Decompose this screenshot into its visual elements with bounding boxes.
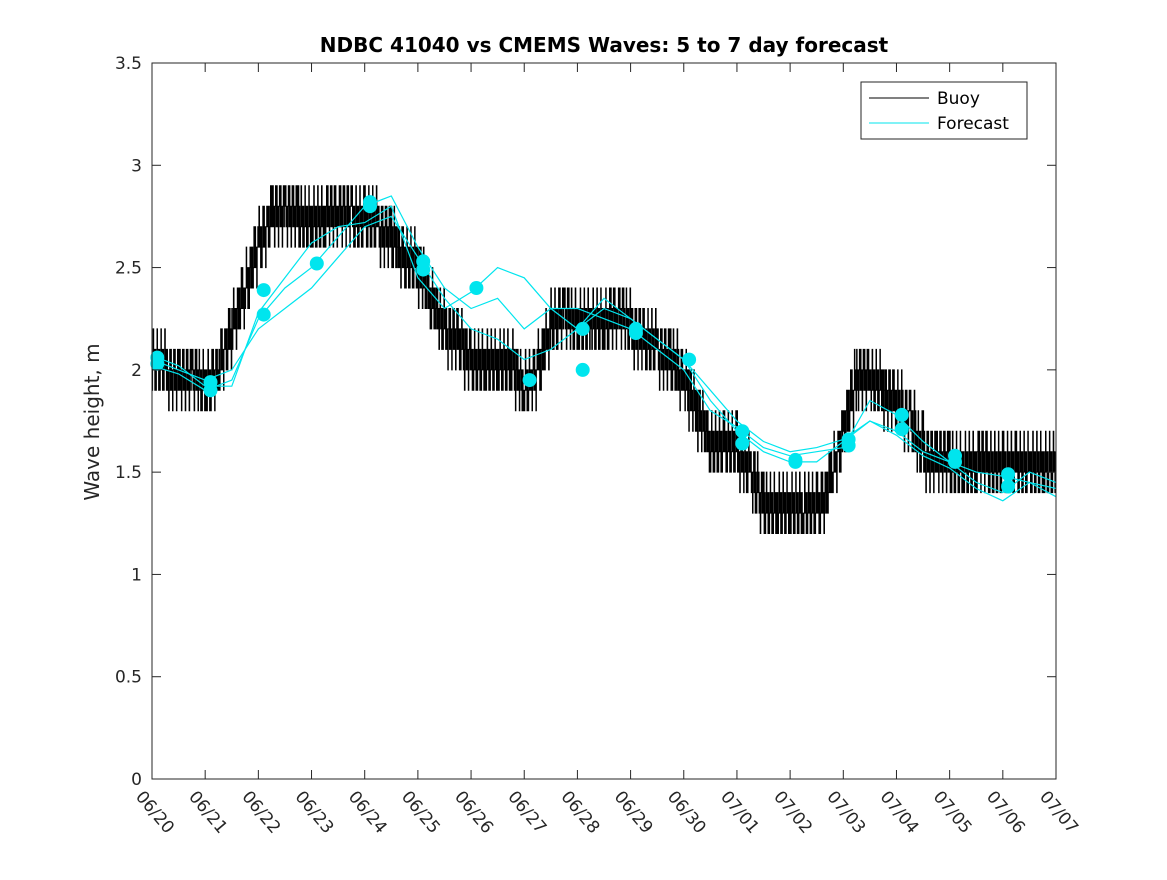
legend: Buoy Forecast xyxy=(860,81,1028,140)
legend-forecast-label: Forecast xyxy=(937,114,1009,134)
x-tick-label: 06/24 xyxy=(344,787,391,837)
x-tick-label: 06/25 xyxy=(397,787,444,837)
x-tick-label: 07/03 xyxy=(822,787,869,837)
legend-buoy-label: Buoy xyxy=(937,89,980,109)
y-tick-label: 2.5 xyxy=(115,259,142,279)
x-tick-label: 06/20 xyxy=(131,787,178,837)
legend-box xyxy=(860,81,1028,140)
forecast-marker xyxy=(1001,467,1016,482)
forecast-marker xyxy=(841,438,856,453)
buoy-line xyxy=(152,185,1056,534)
axes-box xyxy=(151,62,1057,780)
forecast-marker xyxy=(682,352,697,367)
x-tick-label: 07/04 xyxy=(876,787,923,837)
x-tick-label: 07/05 xyxy=(929,787,976,837)
y-tick-label: 1 xyxy=(131,565,142,585)
forecast-marker xyxy=(309,256,324,271)
y-tick-label: 3.5 xyxy=(115,54,142,74)
forecast-line-1 xyxy=(151,215,1057,490)
y-axis-label: Wave height, m xyxy=(80,343,104,500)
y-tick-label: 3 xyxy=(131,156,142,176)
x-tick-label: 06/29 xyxy=(610,787,657,837)
y-tick-label: 0.5 xyxy=(115,668,142,688)
forecast-marker xyxy=(735,424,750,439)
forecast-marker xyxy=(575,362,590,377)
forecast-marker xyxy=(150,356,165,371)
forecast-marker xyxy=(894,422,909,437)
forecast-marker xyxy=(203,383,218,398)
forecast-marker xyxy=(522,373,537,388)
x-tick-label: 06/27 xyxy=(503,787,550,837)
y-tick-label: 2 xyxy=(131,361,142,381)
chart-title: NDBC 41040 vs CMEMS Waves: 5 to 7 day fo… xyxy=(320,33,889,57)
x-tick-label: 06/22 xyxy=(238,787,285,837)
forecast-marker xyxy=(948,454,962,469)
x-tick-label: 06/26 xyxy=(450,787,497,837)
forecast-marker xyxy=(1001,479,1016,494)
forecast-marker xyxy=(628,326,643,340)
series-layer xyxy=(150,185,1057,534)
x-tick-label: 06/21 xyxy=(184,787,231,837)
forecast-marker xyxy=(894,407,909,422)
x-tick-label: 07/06 xyxy=(982,787,1029,837)
forecast-marker xyxy=(469,281,484,295)
forecast-line-3 xyxy=(151,205,1057,502)
y-tick-label: 0 xyxy=(131,770,142,790)
x-tick-label: 06/23 xyxy=(291,787,338,837)
x-tick-label: 07/07 xyxy=(1035,787,1082,837)
forecast-marker xyxy=(735,436,750,451)
x-tick-label: 07/02 xyxy=(769,787,816,837)
x-tick-label: 07/01 xyxy=(716,787,763,837)
forecast-marker xyxy=(788,454,803,469)
y-tick-label: 1.5 xyxy=(115,463,142,483)
forecast-marker xyxy=(575,321,590,336)
forecast-marker xyxy=(363,199,377,214)
x-tick-label: 06/28 xyxy=(557,787,604,837)
forecast-marker xyxy=(416,262,431,277)
forecast-marker xyxy=(256,307,271,322)
x-tick-label: 06/30 xyxy=(663,787,710,837)
forecast-marker xyxy=(256,283,271,298)
